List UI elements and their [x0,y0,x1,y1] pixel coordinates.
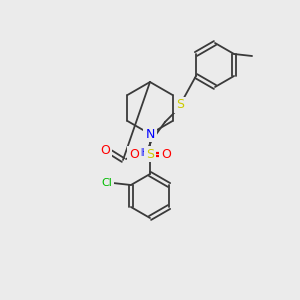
Text: O: O [100,143,110,157]
Text: Cl: Cl [101,178,112,188]
Text: N: N [145,128,155,140]
Text: NH: NH [134,148,150,158]
Text: O: O [161,148,171,160]
Text: O: O [129,148,139,160]
Text: S: S [176,98,184,112]
Text: S: S [146,148,154,160]
